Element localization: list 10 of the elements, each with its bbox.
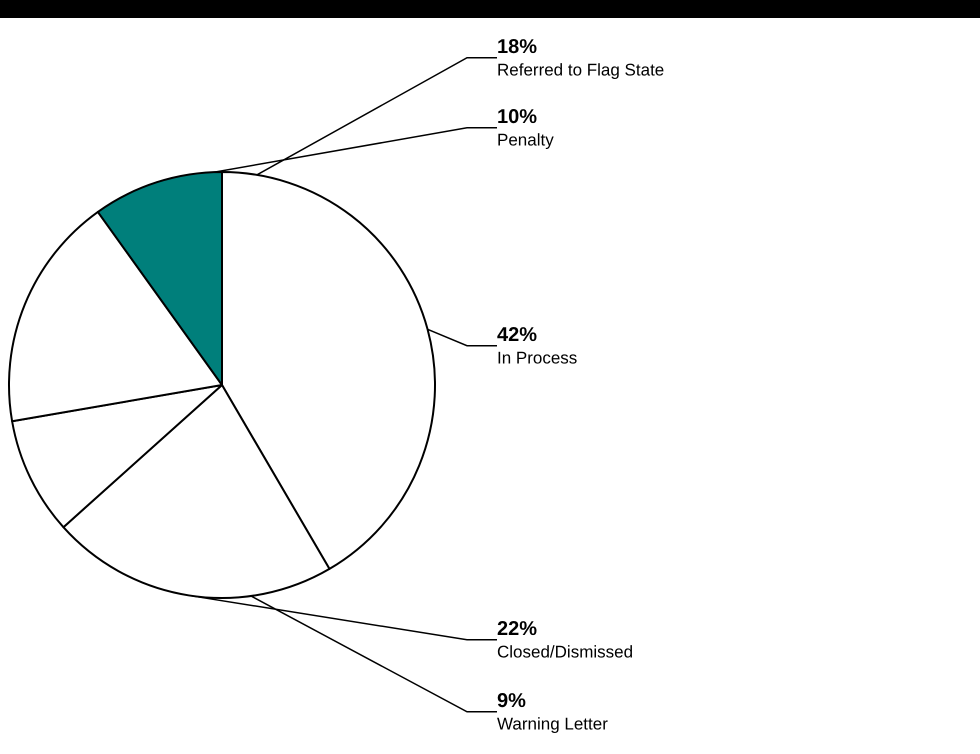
slice-label: Referred to Flag State [497, 60, 664, 80]
data-label: 10% [497, 106, 538, 128]
slice-label: Closed/Dismissed [497, 642, 634, 662]
data-label: 42% [497, 324, 538, 346]
data-label: 9% [497, 690, 526, 712]
slice-label: Warning Letter [497, 714, 608, 734]
data-label: 18% [497, 36, 538, 58]
data-label: 22% [497, 618, 538, 640]
slice-label: Penalty [497, 130, 554, 150]
slice-label: In Process [497, 348, 578, 368]
